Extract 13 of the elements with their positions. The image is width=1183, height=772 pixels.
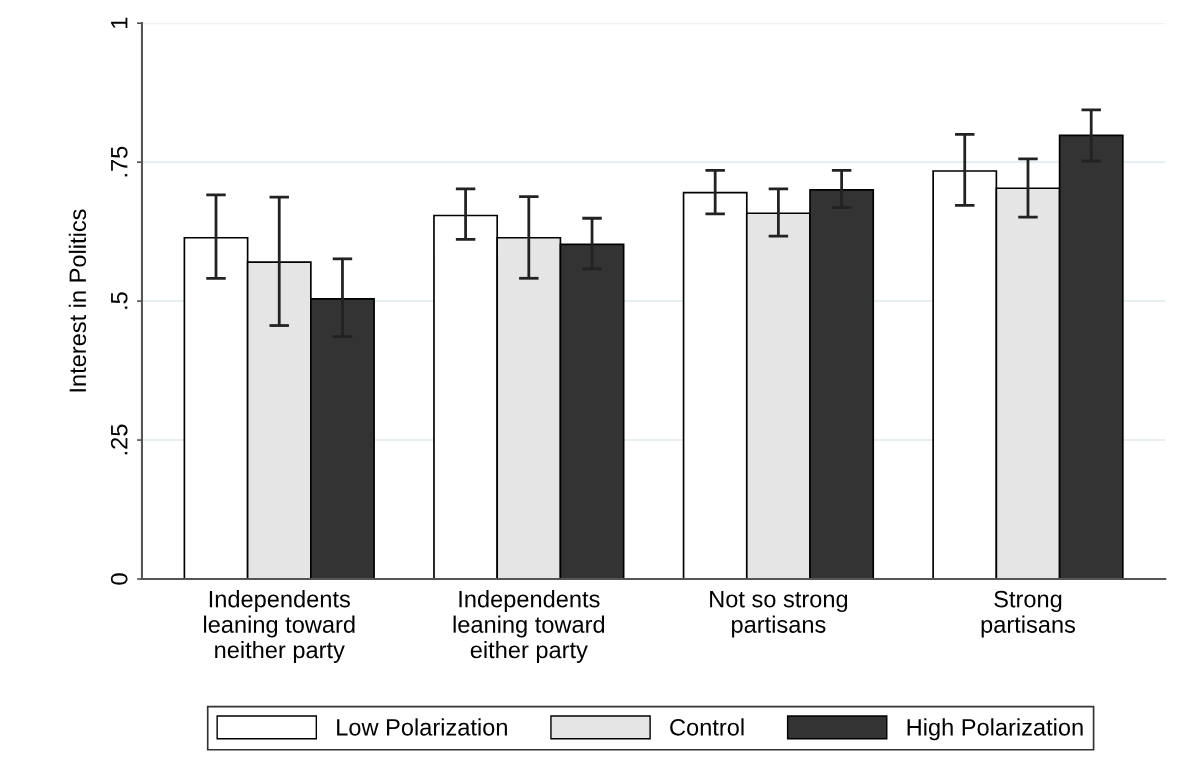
y-tick-label: .25 — [110, 424, 128, 455]
y-tick-label: 0 — [110, 573, 128, 585]
y-tick-label: .5 — [111, 292, 128, 309]
y-tick-label: .75 — [111, 146, 128, 177]
y-axis-title: Interest in Politics — [68, 209, 87, 392]
x-tick-label: Strong partisans — [981, 590, 1076, 638]
x-tick-label: Not so strong partisans — [710, 590, 848, 638]
legend-label: High Polarization — [907, 718, 1083, 741]
x-tick-label: Independents leaning toward neither party — [204, 590, 355, 663]
legend-label: Low Polarization — [337, 718, 507, 736]
legend-label: Control — [670, 718, 744, 736]
x-tick-label: Independents leaning toward either party — [453, 590, 605, 663]
y-tick-label: 1 — [111, 17, 128, 28]
